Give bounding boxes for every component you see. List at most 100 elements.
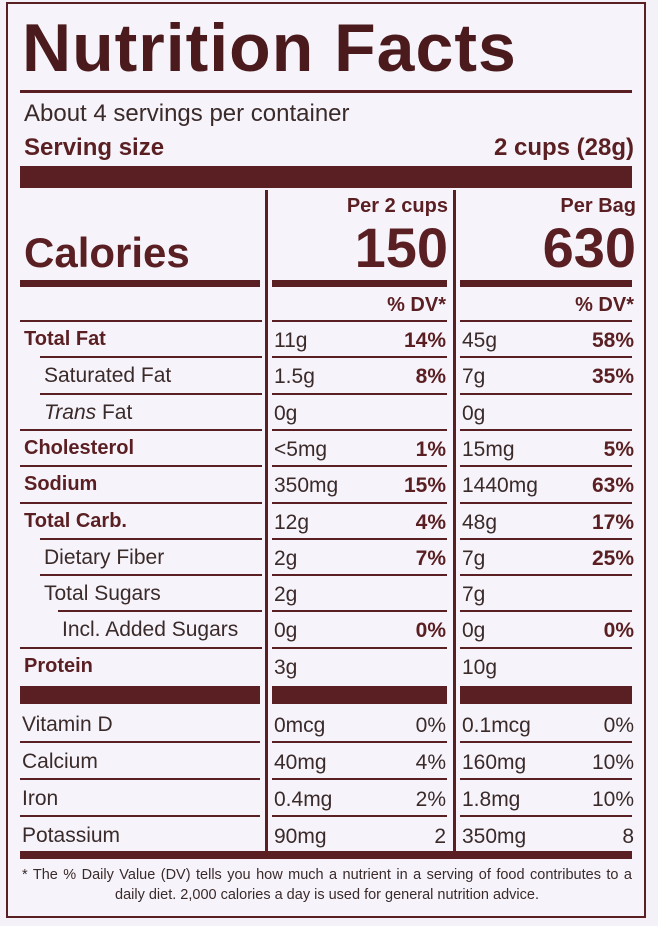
row-rule-col1 [272,465,447,468]
col1-dv: 1% [415,437,446,461]
col2-amount: 0g [462,401,486,425]
col2-dv: 17% [591,510,634,534]
vit-rule-col1 [272,778,447,780]
row-rule-col2 [460,646,632,649]
col2-header: Per Bag [560,195,636,217]
row-rule-label [20,428,262,431]
serving-size-label: Serving size [24,134,165,161]
vit-col2-amount: 350mg [462,825,527,848]
row-rule-col1 [272,428,447,431]
vit-col2-amount: 0.1mcg [462,714,531,737]
row-rule-col2 [460,356,632,359]
nutrient-name: Total Fat [24,328,106,350]
vit-col1-amount: 90mg [274,825,327,848]
row-rule-col1 [272,501,447,504]
row-rule-col1 [272,537,447,540]
vitamin-name: Calcium [22,750,98,773]
col1-dv: 15% [403,474,446,498]
calories-bar-col1 [272,280,447,287]
calories-bar-label [20,280,260,287]
row-rule-label [40,574,262,577]
col2-amount: 15mg [462,437,515,461]
col1-amount: 0g [274,401,298,425]
row-rule-label [20,320,262,322]
row-rule-col2 [460,392,632,395]
servings-per-container: About 4 servings per container [24,100,350,127]
col1-amount: 2g [274,546,298,570]
bottom-band [20,851,632,859]
nutrient-name: Cholesterol [24,436,135,459]
col2-amount: 7g [462,546,486,570]
nutrient-name: Total Sugars [44,582,161,606]
col2-amount: 10g [462,655,498,679]
vitamin-band-col2 [460,686,632,704]
vitamin-name: Vitamin D [22,713,113,736]
row-rule-label [20,501,262,504]
col2-dv: 25% [591,546,634,570]
title-rule [20,90,632,93]
col2-amount: 48g [462,510,498,534]
col2-calories: 630 [542,216,636,279]
vit-rule-col2 [460,741,632,743]
col1-calories: 150 [354,216,448,279]
nutrient-name: Trans Fat [44,402,132,423]
col1-amount: 11g [274,329,308,352]
col2-dv: 0% [603,619,634,643]
column-divider-2 [453,190,456,855]
row-rule-col1 [272,320,447,322]
row-rule-label [58,610,262,613]
col1-dv: 4% [415,510,446,534]
row-rule-col1 [272,574,447,577]
row-rule-label [40,356,262,359]
vit-col2-dv: 8 [622,825,634,848]
column-divider-1 [265,190,268,855]
vit-col1-dv: 2% [415,788,446,811]
row-rule-col2 [460,574,632,577]
row-rule-col2 [460,501,632,504]
col2-amount: 7g [462,583,486,607]
vit-rule-label [20,815,260,817]
row-rule-label [20,465,262,468]
vit-col1-dv: 2 [434,825,446,848]
vit-col2-dv: 0% [603,714,634,737]
vit-col2-amount: 160mg [462,751,527,774]
vit-rule-col1 [272,741,447,743]
nutrition-label [6,2,646,918]
col2-dv: 58% [591,329,634,352]
vitamin-name: Potassium [22,824,121,847]
row-rule-col1 [272,646,447,649]
row-rule-col1 [272,356,447,359]
col2-dv: 63% [591,474,634,498]
nutrient-name: Total Carb. [24,509,127,532]
nutrient-name: Incl. Added Sugars [62,618,239,642]
row-rule-col2 [460,428,632,431]
col2-amount: 1440mg [462,474,538,498]
serving-band [20,166,632,188]
col1-dv: 8% [415,365,446,389]
vit-rule-col1 [272,815,447,817]
nutrient-name: Saturated Fat [44,364,172,388]
row-rule-col2 [460,610,632,613]
row-rule-col1 [272,610,447,613]
nutrient-name-italic: Trans [44,400,97,424]
vit-col2-dv: 10% [591,751,634,774]
col1-amount: 12g [274,510,310,534]
nutrient-name: Protein [24,654,93,677]
row-rule-col2 [460,320,632,322]
col2-dv: 5% [603,437,634,461]
col1-amount: <5mg [274,437,328,461]
row-rule-label [40,392,262,395]
vitamin-band-label [20,686,260,704]
vit-rule-label [20,778,260,780]
col1-dv: 7% [415,546,446,570]
col2-amount: 0g [462,619,486,643]
col2-dv: 35% [591,365,634,389]
vit-col1-dv: 0% [415,714,446,737]
nutrient-name: Sodium [24,473,98,496]
vit-col1-amount: 40mg [274,751,327,774]
vit-col2-amount: 1.8mg [462,788,521,811]
vitamin-band-col1 [272,686,447,704]
calories-label: Calories [24,229,190,276]
col2-dv-header: % DV* [575,294,634,316]
nutrient-name: Dietary Fiber [44,545,165,569]
